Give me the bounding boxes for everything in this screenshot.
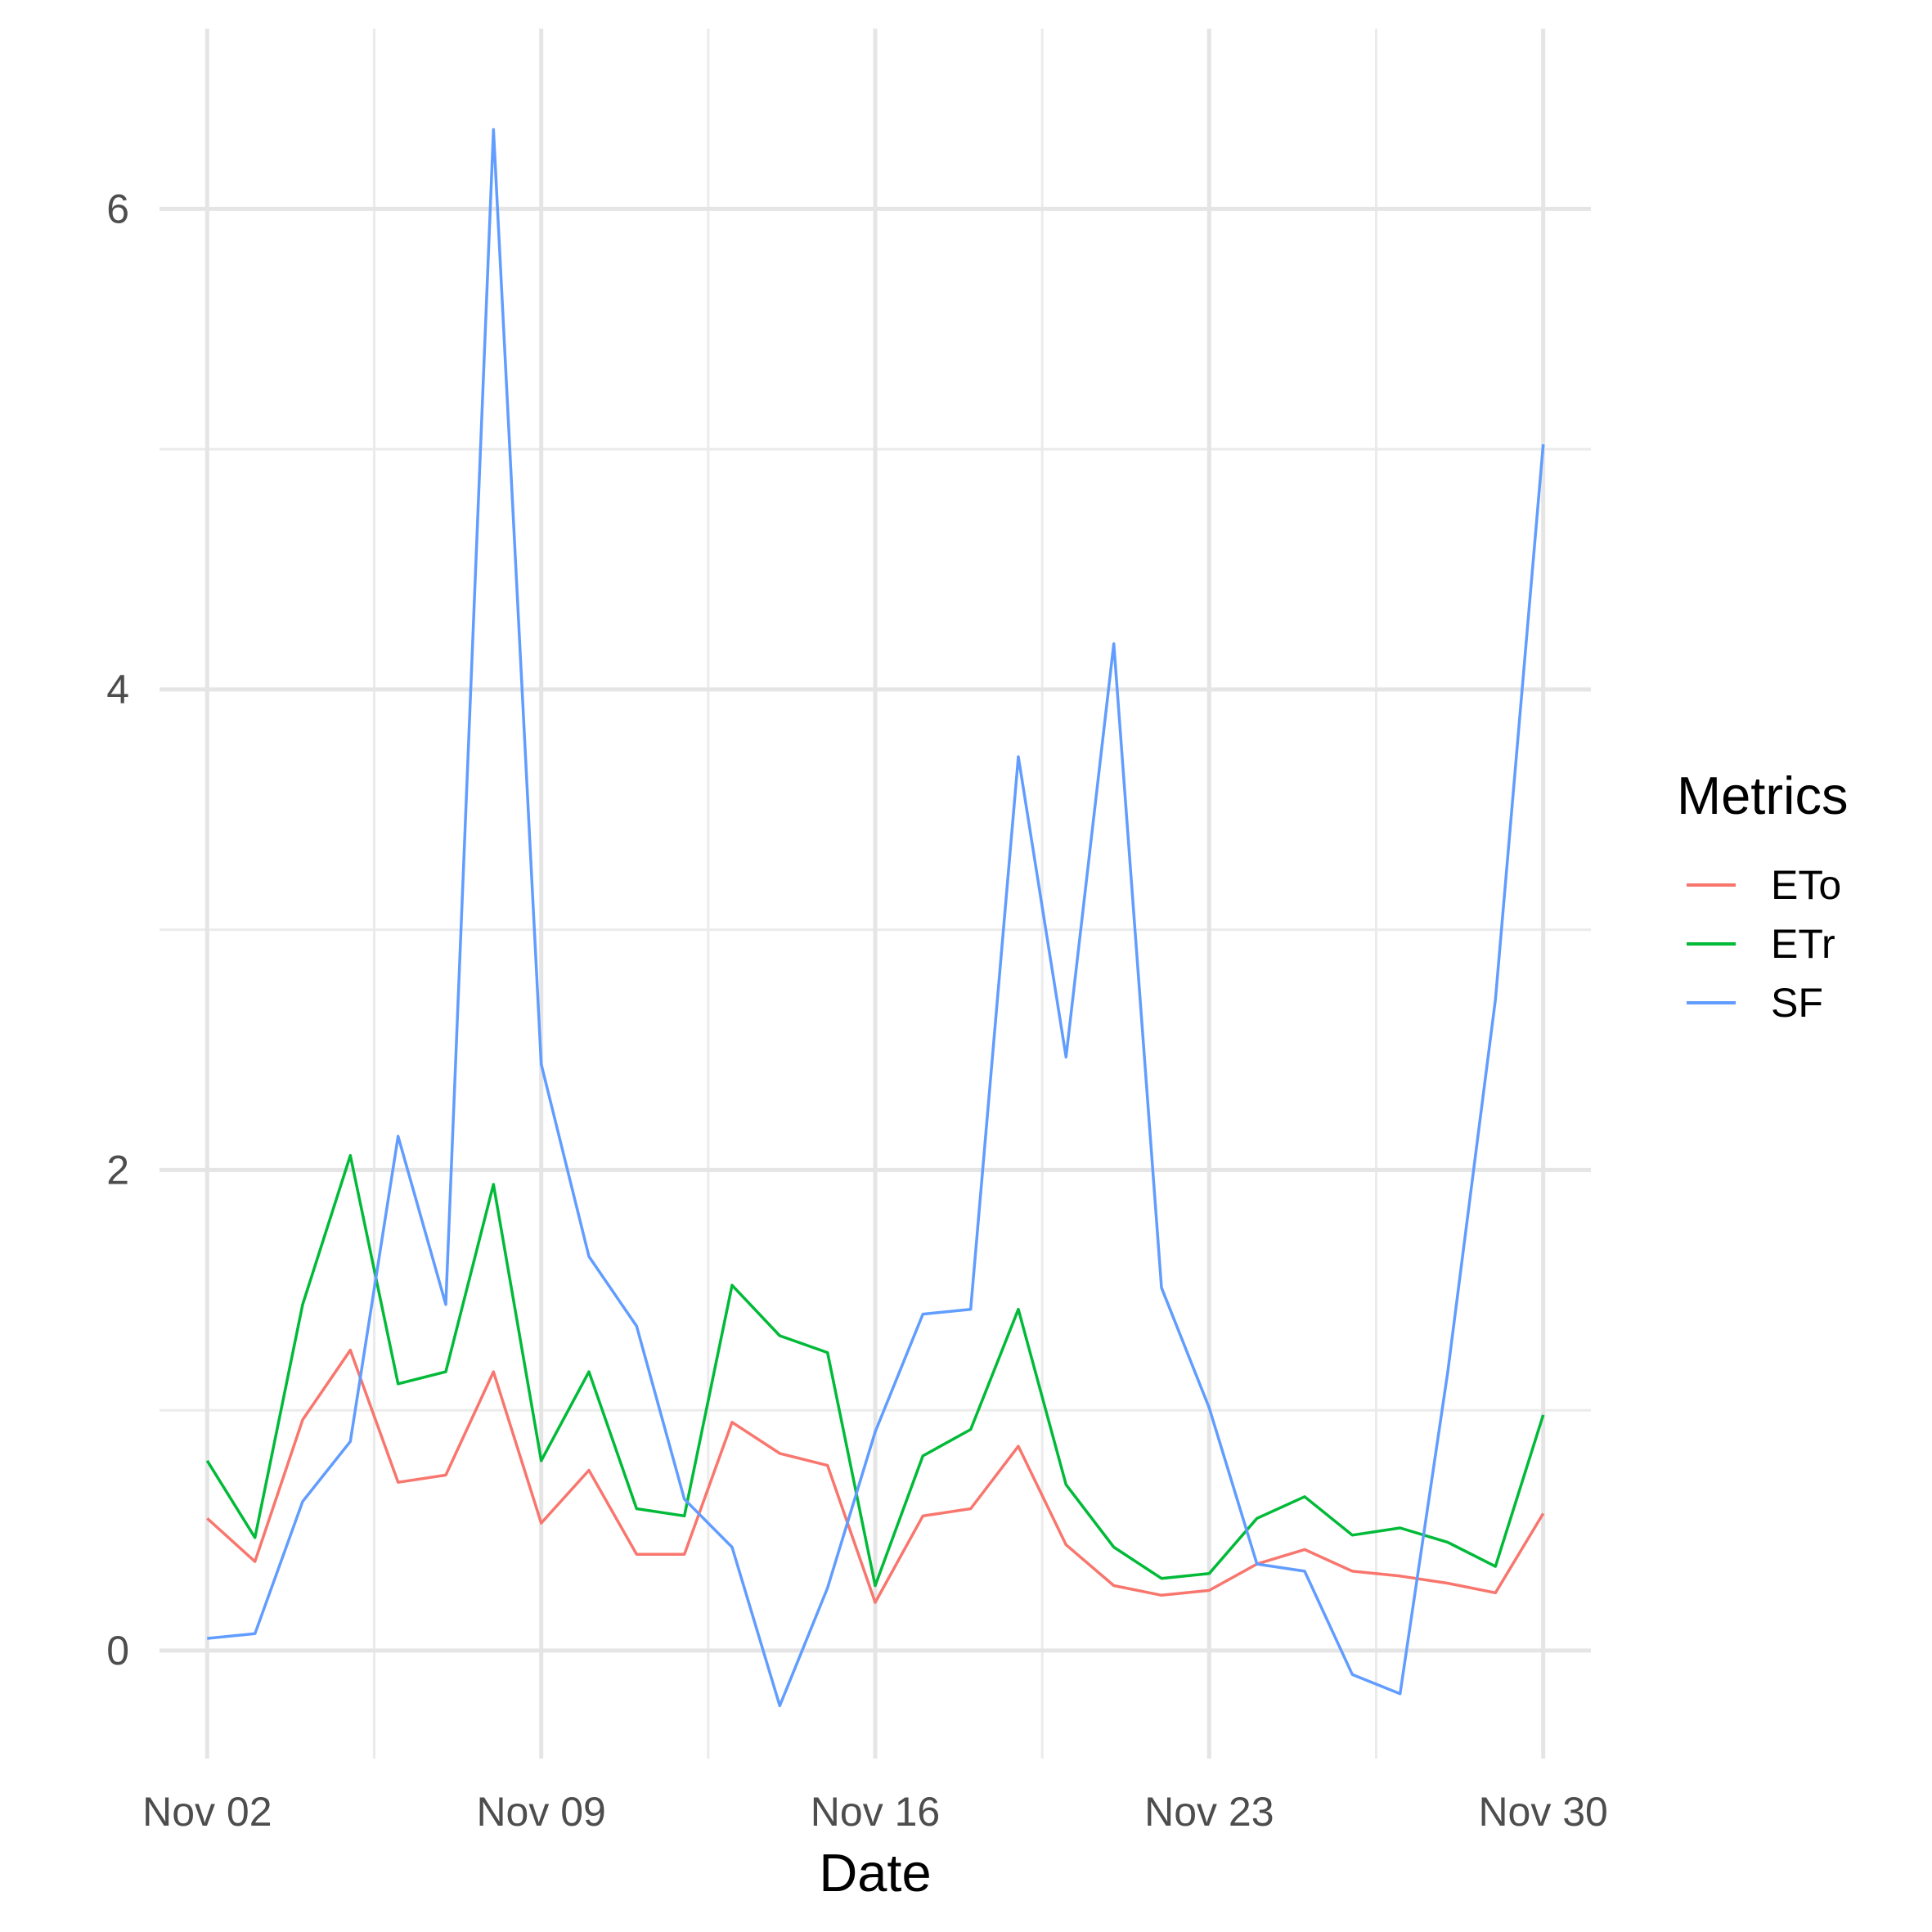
x-tick-label: Nov 23	[1144, 1789, 1274, 1835]
y-axis-tick-labels: 0 2 4 6	[106, 186, 129, 1674]
series-line-sf	[207, 128, 1545, 1708]
y-tick-label: 4	[106, 667, 129, 712]
minor-grid-x	[373, 29, 1377, 1759]
x-axis-tick-labels: Nov 02 Nov 09 Nov 16 Nov 23 Nov 30	[142, 1789, 1608, 1835]
legend-label-etr: ETr	[1771, 921, 1835, 967]
x-tick-label: Nov 02	[142, 1789, 272, 1835]
legend: Metrics ETo ETr SF	[1677, 766, 1848, 1026]
y-tick-label: 2	[106, 1147, 129, 1193]
legend-title: Metrics	[1677, 766, 1848, 825]
x-tick-label: Nov 30	[1478, 1789, 1607, 1835]
series-layer	[205, 128, 1545, 1708]
legend-items: ETo ETr SF	[1687, 862, 1841, 1026]
legend-label-eto: ETo	[1771, 862, 1841, 908]
legend-label-sf: SF	[1771, 980, 1823, 1026]
y-tick-label: 6	[106, 186, 129, 231]
major-grid-x	[204, 29, 1546, 1759]
series-line-etr	[205, 1153, 1545, 1588]
x-tick-label: Nov 16	[811, 1789, 940, 1835]
x-tick-label: Nov 09	[476, 1789, 605, 1835]
x-axis-title: Date	[819, 1843, 931, 1903]
y-tick-label: 0	[106, 1628, 129, 1674]
series-line-eto	[206, 1348, 1545, 1604]
